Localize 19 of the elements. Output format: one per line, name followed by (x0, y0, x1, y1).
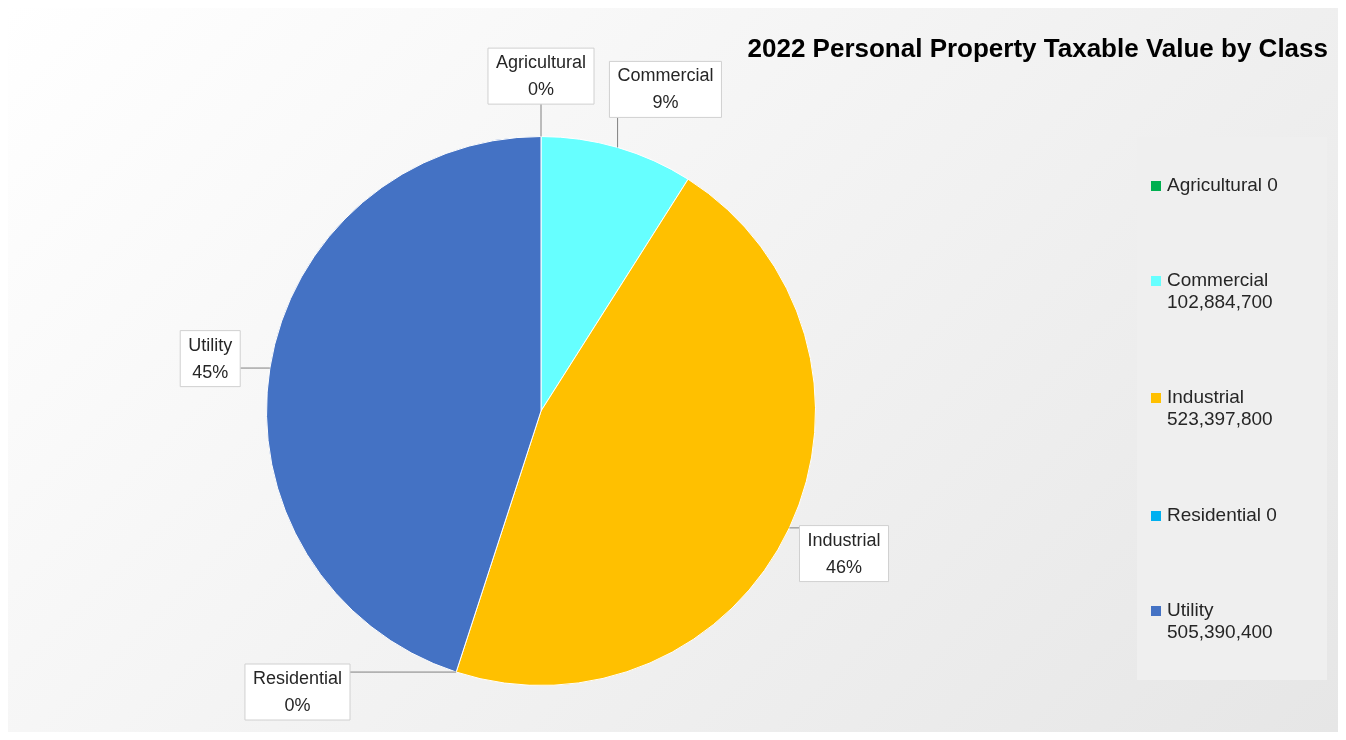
chart-title: 2022 Personal Property Taxable Value by Class (747, 33, 1328, 64)
text: 0% (527, 79, 555, 100)
text: 505,390,400 (1167, 621, 1273, 643)
text: 0% (284, 694, 311, 715)
slice-label: Commercial (617, 65, 714, 86)
category-label: Agricultural 0 (1167, 173, 1278, 195)
text: 102,884,700 (1167, 291, 1273, 313)
legend-label: Commercial (1167, 269, 1269, 291)
slice-label: Industrial (807, 529, 881, 550)
data-label: 9% (652, 92, 679, 113)
legend-label: Utility (1167, 599, 1214, 621)
category-label: Residential (252, 667, 343, 688)
category-label: Agricultural (495, 52, 587, 73)
data-label: 45% (192, 361, 229, 382)
text: 523,397,800 (1167, 408, 1273, 430)
data-label: 46% (826, 556, 863, 577)
category-label: Residential 0 (1167, 503, 1277, 525)
slice-label: Utility (188, 334, 233, 355)
legend-label: Industrial (1167, 386, 1245, 408)
